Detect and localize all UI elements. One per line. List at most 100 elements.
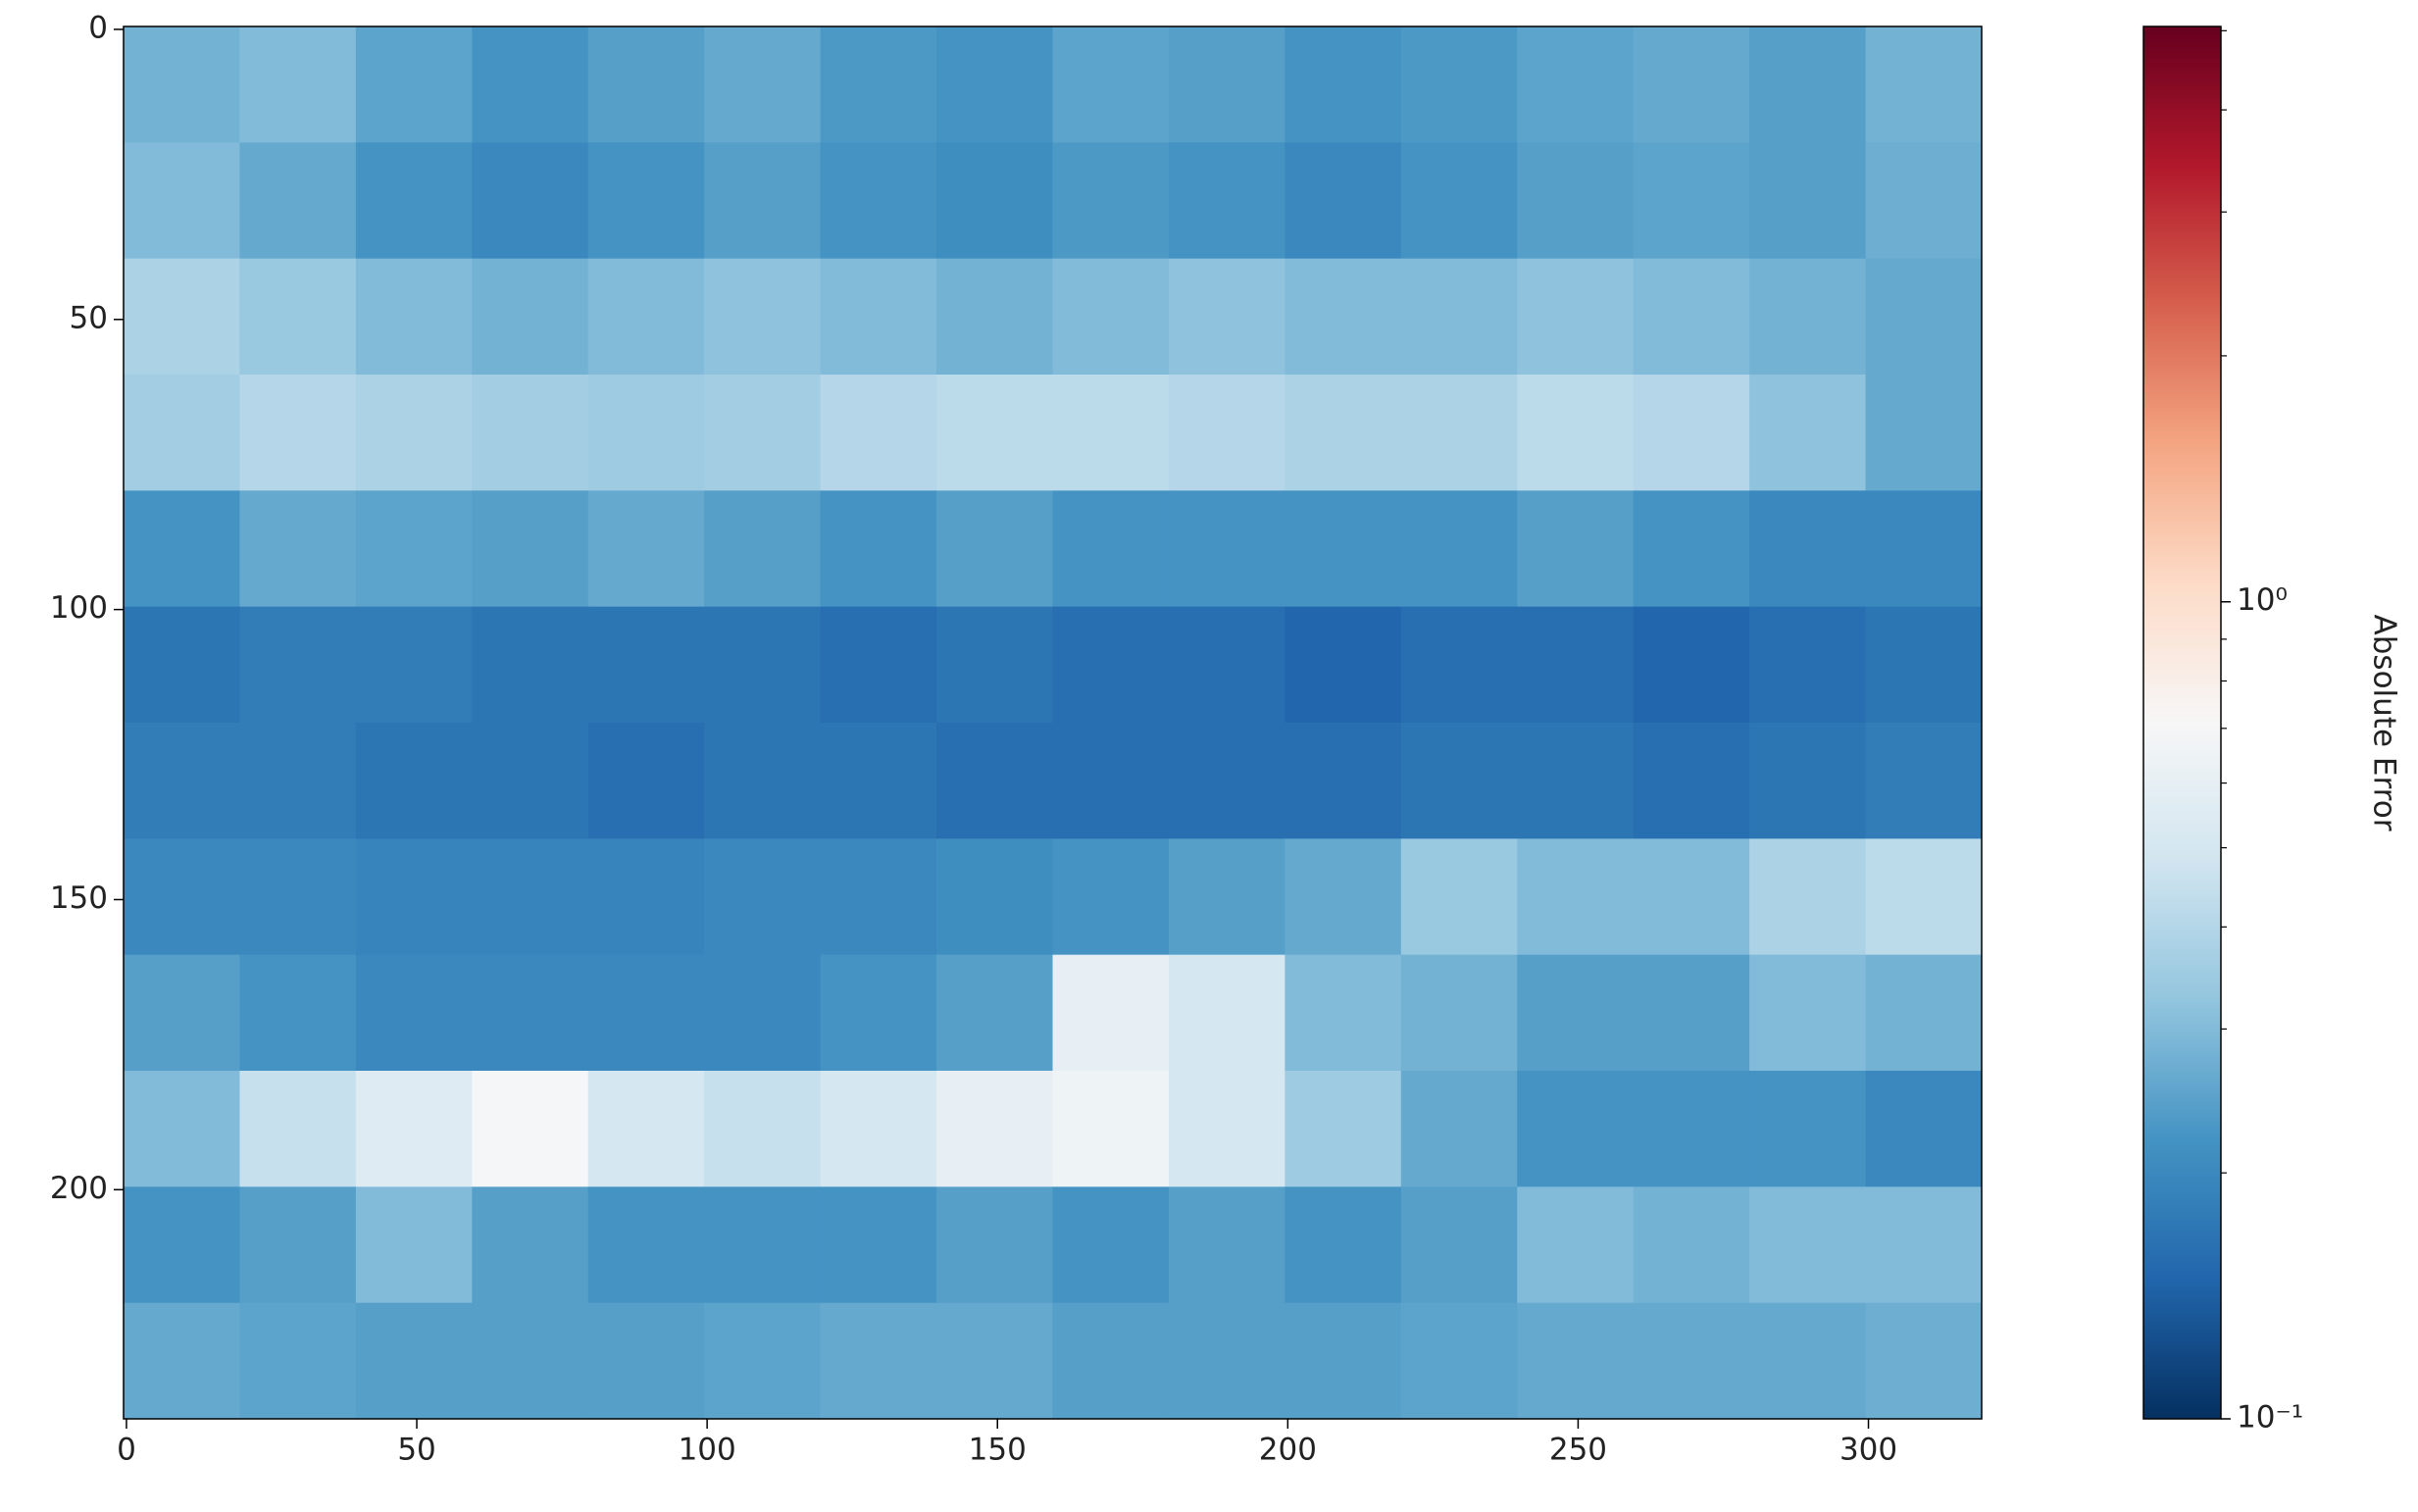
heatmap-cell xyxy=(936,258,1053,376)
heatmap-cell xyxy=(820,723,937,839)
heatmap-cell xyxy=(1865,838,1983,956)
heatmap-cell xyxy=(587,606,705,724)
heatmap-cell xyxy=(239,1186,357,1304)
heatmap-cell xyxy=(239,838,357,956)
heatmap-cell xyxy=(1633,723,1750,839)
heatmap-cell xyxy=(1865,26,1983,143)
heatmap-cell xyxy=(1168,142,1285,260)
heatmap-cell xyxy=(1865,1302,1983,1420)
heatmap-cell xyxy=(820,26,937,143)
heatmap-cell xyxy=(1749,1302,1867,1420)
heatmap-cell xyxy=(587,375,705,491)
heatmap-cell xyxy=(239,26,357,143)
y-tick-label: 50 xyxy=(70,300,108,335)
heatmap-cell xyxy=(704,26,822,143)
heatmap-cell xyxy=(1633,258,1750,376)
heatmap-cell xyxy=(1633,1186,1750,1304)
heatmap-cell xyxy=(704,1186,822,1304)
heatmap-cell xyxy=(1285,1071,1402,1187)
heatmap-cell xyxy=(1168,26,1285,143)
heatmap-cell xyxy=(1052,606,1170,724)
heatmap-cell xyxy=(1052,26,1170,143)
heatmap-cell xyxy=(1400,258,1518,376)
heatmap-cell xyxy=(124,142,240,260)
heatmap-cell xyxy=(820,606,937,724)
heatmap-cell xyxy=(1052,375,1170,491)
heatmap-cell xyxy=(239,142,357,260)
heatmap-cell xyxy=(1285,258,1402,376)
heatmap-cell xyxy=(936,26,1053,143)
heatmap-cell xyxy=(936,1071,1053,1187)
heatmap-cell xyxy=(1517,606,1635,724)
heatmap-cell xyxy=(355,838,473,956)
heatmap-cell xyxy=(472,258,589,376)
heatmap-cell xyxy=(1865,142,1983,260)
heatmap-cell xyxy=(1285,606,1402,724)
heatmap-cell xyxy=(820,375,937,491)
heatmap-cell xyxy=(1517,258,1635,376)
heatmap-cell xyxy=(936,838,1053,956)
heatmap-cell xyxy=(1400,606,1518,724)
heatmap-cell xyxy=(124,838,240,956)
heatmap-cell xyxy=(1400,26,1518,143)
heatmap-cell xyxy=(1749,723,1867,839)
heatmap-cell xyxy=(472,142,589,260)
heatmap-cell xyxy=(936,490,1053,608)
heatmap-cell xyxy=(124,606,240,724)
heatmap-cell xyxy=(1285,26,1402,143)
heatmap-cell xyxy=(1517,723,1635,839)
heatmap-cell xyxy=(704,1071,822,1187)
colorbar-label: Absolute Error xyxy=(2367,615,2402,832)
heatmap-cell xyxy=(1517,490,1635,608)
heatmap-cell xyxy=(1865,723,1983,839)
heatmap-cell xyxy=(1400,1071,1518,1187)
heatmap-cell xyxy=(936,606,1053,724)
heatmap-cell xyxy=(124,490,240,608)
heatmap-cell xyxy=(124,954,240,1072)
heatmap-cell xyxy=(936,954,1053,1072)
heatmap-cell xyxy=(1633,1302,1750,1420)
heatmap-cell xyxy=(936,375,1053,491)
heatmap-cell xyxy=(1400,723,1518,839)
heatmap-cell xyxy=(355,1302,473,1420)
heatmap-cell xyxy=(1633,1071,1750,1187)
heatmap-cell xyxy=(472,723,589,839)
heatmap-cell xyxy=(1168,490,1285,608)
heatmap-cell xyxy=(1052,723,1170,839)
heatmap-cell xyxy=(1749,142,1867,260)
y-tick-label: 150 xyxy=(50,881,108,916)
heatmap-cell xyxy=(1865,258,1983,376)
heatmap-cell xyxy=(1285,954,1402,1072)
y-tick-label: 200 xyxy=(50,1171,108,1206)
colorbar xyxy=(2142,25,2222,1420)
heatmap-cell xyxy=(1633,142,1750,260)
y-tick-label: 100 xyxy=(50,590,108,626)
heatmap-cell xyxy=(1865,606,1983,724)
heatmap-cell xyxy=(472,490,589,608)
heatmap-cell xyxy=(587,142,705,260)
heatmap-cell xyxy=(1400,954,1518,1072)
heatmap-cell xyxy=(1285,142,1402,260)
heatmap-cell xyxy=(587,954,705,1072)
heatmap-cell xyxy=(1633,954,1750,1072)
heatmap-cell xyxy=(587,1186,705,1304)
heatmap-cell xyxy=(124,26,240,143)
heatmap-cell xyxy=(587,1071,705,1187)
heatmap-cell xyxy=(587,490,705,608)
heatmap-cell xyxy=(1749,1186,1867,1304)
heatmap-cell xyxy=(124,1302,240,1420)
heatmap-cell xyxy=(472,606,589,724)
heatmap-cell xyxy=(704,606,822,724)
heatmap-cell xyxy=(472,838,589,956)
heatmap-cell xyxy=(1749,954,1867,1072)
heatmap-cell xyxy=(820,954,937,1072)
heatmap-cell xyxy=(1749,838,1867,956)
heatmap-cell xyxy=(472,1302,589,1420)
heatmap-cell xyxy=(1517,142,1635,260)
x-tick-label: 300 xyxy=(1839,1433,1897,1468)
x-tick-label: 0 xyxy=(117,1433,136,1468)
heatmap-cell xyxy=(1285,375,1402,491)
x-tick-label: 100 xyxy=(679,1433,736,1468)
